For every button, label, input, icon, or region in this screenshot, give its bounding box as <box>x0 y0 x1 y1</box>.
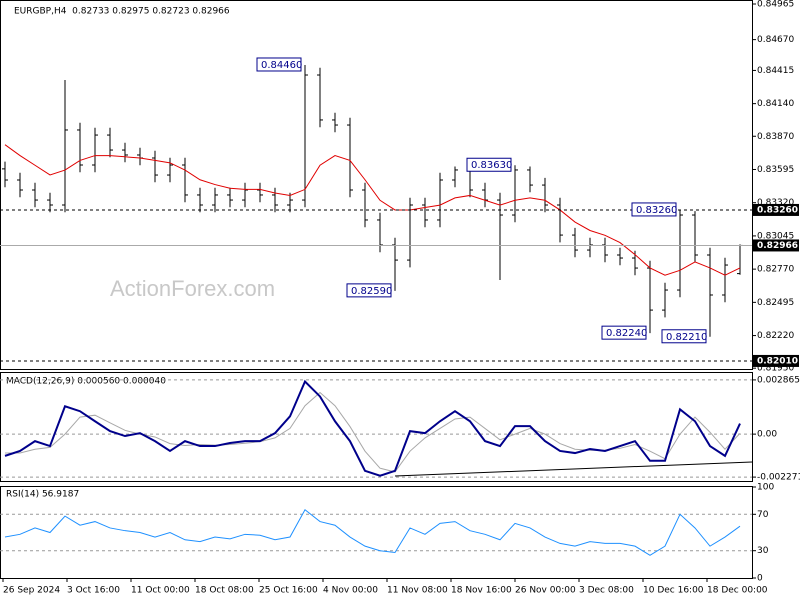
annotation-label: 0.82210 <box>666 332 707 343</box>
annotation-label: 0.84460 <box>261 60 302 71</box>
indicator-line <box>4 508 741 556</box>
y-tick-label: 0.82770 <box>757 265 794 275</box>
x-tick-label: 10 Dec 16:00 <box>643 586 704 596</box>
annotation-box <box>601 325 647 340</box>
annotation-label: 0.83260 <box>636 205 677 216</box>
level-label: 0.83260 <box>757 205 798 215</box>
annotation-label: 0.83630 <box>471 160 512 171</box>
indicator-line <box>4 379 741 477</box>
level-box <box>753 239 799 252</box>
level-box <box>753 354 799 367</box>
annotation-label: 0.82590 <box>351 286 392 297</box>
annotation-box <box>466 157 512 172</box>
y-tick-label: 0.84415 <box>757 66 794 76</box>
y-tick-label: 0.84965 <box>757 0 794 9</box>
annotation-box <box>661 329 707 344</box>
annotation-box <box>631 202 677 217</box>
rsi-frame <box>0 486 753 579</box>
rsi-title: RSI(14) 56.9187 <box>6 490 79 500</box>
y-tick-label: 0.002865 <box>757 375 800 385</box>
x-tick-label: 18 Oct 08:00 <box>195 586 254 596</box>
x-tick-label: 11 Nov 08:00 <box>387 586 448 596</box>
annotation-label: 0.82240 <box>606 328 647 339</box>
x-tick-label: 25 Oct 16:00 <box>259 586 318 596</box>
y-tick-label: 70 <box>757 510 769 520</box>
macd-title: MACD(12,26,9) 0.000560 0.000040 <box>6 377 166 387</box>
level-label: 0.82966 <box>757 241 798 251</box>
main-title: EURGBP,H4 0.82733 0.82975 0.82723 0.8296… <box>14 7 230 17</box>
annotation-box <box>256 57 302 72</box>
y-tick-label: 0.83595 <box>757 165 794 175</box>
level-label: 0.82010 <box>757 356 798 366</box>
annotation-box <box>346 283 392 298</box>
x-tick-label: 26 Nov 00:00 <box>515 586 576 596</box>
macd-frame <box>0 372 753 482</box>
x-tick-label: 3 Oct 16:00 <box>67 586 120 596</box>
y-tick-label: -0.002271 <box>757 473 800 483</box>
main-frame <box>0 0 753 370</box>
y-tick-label: 30 <box>757 546 769 556</box>
y-tick-label: 0.81950 <box>757 364 794 374</box>
watermark: ActionForex.com <box>110 276 275 301</box>
trend-line <box>394 461 753 477</box>
x-tick-label: 26 Sep 2024 <box>3 586 60 596</box>
indicator-line <box>5 391 741 473</box>
y-tick-label: 0.00 <box>757 430 777 440</box>
y-tick-label: 0.82220 <box>757 331 794 341</box>
x-tick-label: 11 Oct 00:00 <box>131 586 190 596</box>
y-tick-label: 0.82495 <box>757 298 794 308</box>
y-tick-label: 100 <box>757 483 774 493</box>
moving-average <box>4 144 741 276</box>
y-tick-label: 0 <box>757 574 763 584</box>
y-tick-label: 0.83320 <box>757 198 794 208</box>
x-tick-label: 18 Nov 16:00 <box>451 586 512 596</box>
y-tick-label: 0.83045 <box>757 231 794 241</box>
y-tick-label: 0.84670 <box>757 35 794 45</box>
x-tick-label: 18 Dec 00:00 <box>707 586 768 596</box>
x-tick-label: 4 Nov 00:00 <box>323 586 378 596</box>
x-tick-label: 3 Dec 08:00 <box>579 586 634 596</box>
y-tick-label: 0.84140 <box>757 99 794 109</box>
level-box <box>753 203 799 216</box>
y-tick-label: 0.83870 <box>757 132 794 142</box>
